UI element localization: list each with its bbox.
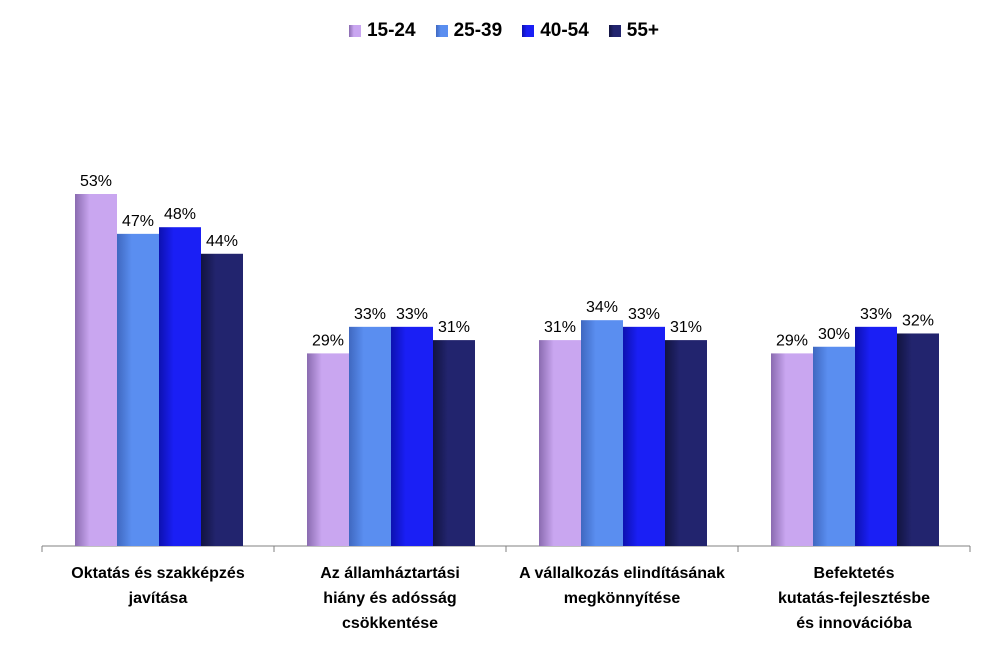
data-label: 32% — [902, 312, 934, 329]
data-label: 29% — [312, 332, 344, 349]
data-label: 31% — [670, 319, 702, 336]
legend-label: 15-24 — [366, 20, 416, 41]
category-label: Befektetés kutatás-fejlesztésbe és innovác… — [738, 561, 970, 636]
bar-55+-cat0 — [201, 253, 243, 546]
category-label-line: Befektetés — [813, 565, 895, 582]
bar-55+-cat1 — [433, 340, 475, 546]
bar-25-39-cat1 — [349, 326, 391, 546]
bar-55+-cat3 — [897, 333, 939, 546]
legend-item: 55+ — [608, 20, 660, 42]
data-label: 31% — [544, 319, 576, 336]
bar-25-39-cat3 — [813, 346, 855, 546]
data-label: 33% — [354, 306, 386, 323]
legend-swatch — [435, 25, 448, 37]
legend-item: 15-24 — [348, 20, 416, 42]
bar-15-24-cat1 — [307, 353, 349, 546]
data-label: 48% — [164, 206, 196, 223]
data-label: 44% — [206, 233, 238, 250]
data-label: 30% — [818, 326, 850, 343]
bar-40-54-cat0 — [159, 227, 201, 546]
category-label-line: kutatás-fejlesztésbe — [777, 590, 931, 607]
category-label-line: javítása — [128, 590, 188, 607]
category-label-line: A vállalkozás elindításának — [519, 565, 725, 582]
bar-40-54-cat3 — [855, 326, 897, 546]
category-label-line: csökkentése — [341, 615, 439, 632]
bar-40-54-cat1 — [391, 326, 433, 546]
data-label: 33% — [860, 306, 892, 323]
legend-item: 40-54 — [522, 20, 589, 42]
bar-55+-cat2 — [665, 340, 707, 546]
data-label: 53% — [80, 173, 112, 190]
legend-swatch — [608, 25, 621, 37]
category-label-line: Oktatás és szakképzés — [71, 565, 245, 582]
legend-swatch — [348, 25, 361, 37]
bar-25-39-cat2 — [581, 320, 623, 546]
legend-label: 25-39 — [453, 20, 503, 41]
category-label: A vállalkozás elindításának megkönnyítése — [506, 561, 738, 611]
bar-15-24-cat3 — [771, 353, 813, 546]
bar-25-39-cat0 — [117, 233, 159, 546]
legend-label: 40-54 — [540, 20, 589, 41]
legend-swatch — [522, 25, 535, 37]
data-label: 29% — [776, 332, 808, 349]
category-label: Oktatás és szakképzés javítása — [42, 561, 274, 611]
data-label: 31% — [438, 319, 470, 336]
bar-15-24-cat0 — [75, 194, 117, 546]
legend: 15-24 25-39 40-54 55+ — [0, 20, 1008, 42]
category-label-line: hiány és adósság — [323, 590, 457, 607]
category-label: Az államháztartási hiány és adósság csökke… — [274, 561, 506, 636]
legend-item: 25-39 — [435, 20, 503, 42]
bar-40-54-cat2 — [623, 326, 665, 546]
category-label-line: megkönnyítése — [563, 590, 681, 607]
category-label-line: és innovációba — [796, 615, 912, 632]
data-label: 47% — [122, 213, 154, 230]
data-label: 33% — [396, 306, 428, 323]
bar-15-24-cat2 — [539, 340, 581, 546]
legend-label: 55+ — [626, 20, 660, 41]
data-label: 34% — [586, 299, 618, 316]
data-label: 33% — [628, 306, 660, 323]
category-label-line: Az államháztartási — [320, 565, 460, 582]
